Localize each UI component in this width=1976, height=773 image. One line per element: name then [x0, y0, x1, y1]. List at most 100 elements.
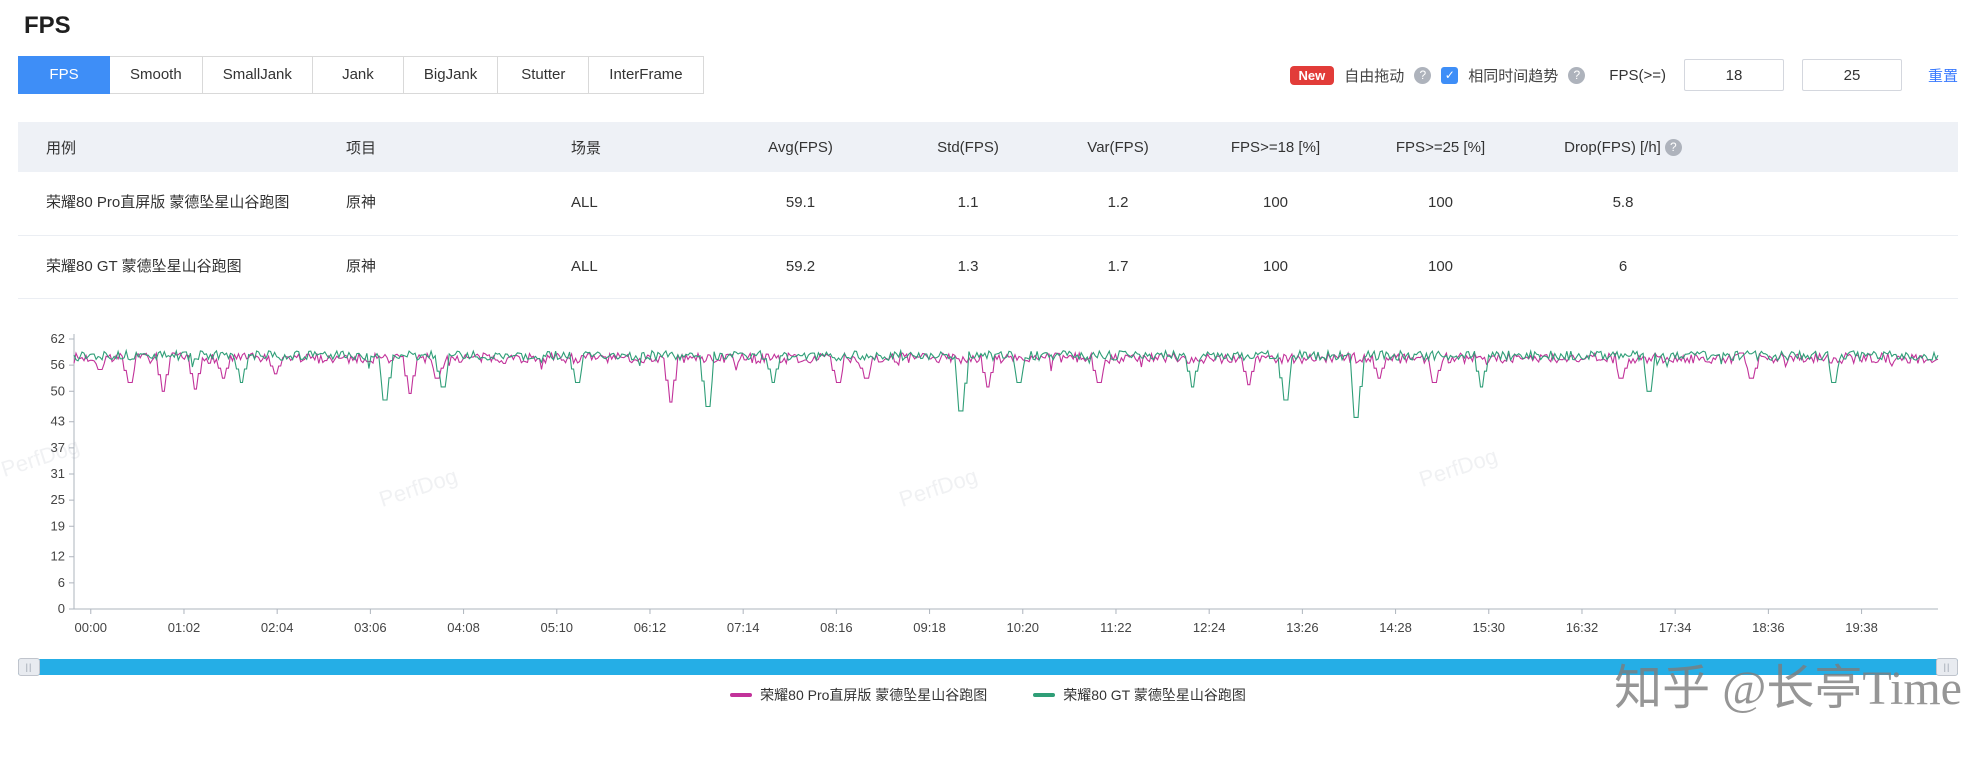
cell-usecase: 荣耀80 Pro直屏版 蒙德坠星山谷跑图 — [18, 172, 318, 236]
svg-text:31: 31 — [51, 466, 65, 481]
svg-text:12: 12 — [51, 549, 65, 564]
new-badge: New — [1289, 65, 1335, 85]
chart-controls: New 自由拖动 ? ✓ 相同时间趋势 ? FPS(>=) 重置 — [1289, 59, 1958, 91]
svg-text:12:24: 12:24 — [1193, 620, 1226, 635]
cell-usecase: 荣耀80 GT 蒙德坠星山谷跑图 — [18, 235, 318, 299]
tab-stutter[interactable]: Stutter — [497, 56, 590, 94]
cell-scene: ALL — [543, 235, 708, 299]
cell-spacer — [1723, 172, 1958, 236]
cell-project: 原神 — [318, 172, 543, 236]
cell-fps25: 100 — [1358, 235, 1523, 299]
col-header-drop-label: Drop(FPS) [/h] — [1564, 138, 1661, 156]
drop-fps-help-icon[interactable]: ? — [1664, 138, 1682, 156]
legend-item[interactable]: 荣耀80 Pro直屏版 蒙德坠星山谷跑图 — [730, 685, 987, 705]
cell-fps25: 100 — [1358, 172, 1523, 236]
metric-tabs: FPS Smooth SmallJank Jank BigJank Stutte… — [18, 56, 704, 94]
free-drag-help-icon[interactable]: ? — [1414, 66, 1432, 84]
svg-text:37: 37 — [51, 440, 65, 455]
fps-threshold-label: FPS(>=) — [1609, 66, 1666, 84]
svg-text:11:22: 11:22 — [1100, 620, 1132, 635]
col-header-spacer — [1723, 122, 1958, 172]
fps-report-page: FPS FPS Smooth SmallJank Jank BigJank St… — [0, 12, 1962, 715]
svg-text:00:00: 00:00 — [75, 620, 108, 635]
svg-text:08:16: 08:16 — [820, 620, 853, 635]
svg-text:14:28: 14:28 — [1379, 620, 1412, 635]
svg-text:43: 43 — [51, 414, 65, 429]
tab-smooth[interactable]: Smooth — [109, 56, 203, 94]
cell-spacer — [1723, 235, 1958, 299]
fps-min-input[interactable] — [1683, 59, 1784, 91]
svg-text:06:12: 06:12 — [634, 620, 667, 635]
stats-table: 用例 项目 场景 Avg(FPS) Std(FPS) Var(FPS) FPS>… — [18, 122, 1958, 299]
svg-text:19: 19 — [51, 518, 65, 533]
tab-smalljank[interactable]: SmallJank — [201, 56, 313, 94]
toolbar: FPS Smooth SmallJank Jank BigJank Stutte… — [18, 56, 1958, 94]
svg-text:18:36: 18:36 — [1752, 620, 1785, 635]
cell-var: 1.2 — [1043, 172, 1193, 236]
tab-jank[interactable]: Jank — [311, 56, 404, 94]
svg-text:50: 50 — [51, 383, 65, 398]
svg-text:19:38: 19:38 — [1845, 620, 1878, 635]
same-time-trend-label: 相同时间趋势 — [1468, 67, 1559, 85]
same-time-trend-checkbox[interactable]: ✓ — [1441, 66, 1459, 84]
reset-button[interactable]: 重置 — [1927, 67, 1958, 85]
svg-text:09:18: 09:18 — [913, 620, 946, 635]
col-header-std: Std(FPS) — [893, 122, 1043, 172]
svg-text:56: 56 — [51, 357, 65, 372]
fps-chart-svg[interactable]: 62 56 50 43 37 31 25 19 12 6 0 00:00 01:02 02:04 03:06… — [18, 325, 1958, 655]
legend-label: 荣耀80 Pro直屏版 蒙德坠星山谷跑图 — [760, 687, 988, 703]
svg-text:6: 6 — [58, 575, 65, 590]
cell-drop: 5.8 — [1523, 172, 1723, 236]
col-header-project: 项目 — [318, 122, 543, 172]
tab-bigjank[interactable]: BigJank — [402, 56, 499, 94]
svg-text:15:30: 15:30 — [1473, 620, 1506, 635]
svg-text:05:10: 05:10 — [541, 620, 574, 635]
col-header-fps18: FPS>=18 [%] — [1193, 122, 1358, 172]
legend-label: 荣耀80 GT 蒙德坠星山谷跑图 — [1063, 687, 1246, 703]
svg-text:25: 25 — [51, 492, 65, 507]
table-header-row: 用例 项目 场景 Avg(FPS) Std(FPS) Var(FPS) FPS>… — [18, 122, 1958, 172]
fps-trend-chart[interactable]: 62 56 50 43 37 31 25 19 12 6 0 00:00 01:02 02:04 03:06… — [0, 325, 1958, 655]
free-drag-label: 自由拖动 — [1344, 67, 1405, 85]
cell-drop: 6 — [1523, 235, 1723, 299]
col-header-var: Var(FPS) — [1043, 122, 1193, 172]
col-header-fps25: FPS>=25 [%] — [1358, 122, 1523, 172]
svg-text:13:26: 13:26 — [1286, 620, 1319, 635]
legend-swatch-green — [1033, 693, 1056, 697]
svg-text:62: 62 — [51, 331, 65, 346]
legend-swatch-pink — [730, 693, 753, 697]
col-header-usecase: 用例 — [18, 122, 318, 172]
svg-text:03:06: 03:06 — [354, 620, 387, 635]
table-row: 荣耀80 Pro直屏版 蒙德坠星山谷跑图 原神 ALL 59.1 1.1 1.2… — [18, 172, 1958, 236]
legend-item[interactable]: 荣耀80 GT 蒙德坠星山谷跑图 — [1033, 685, 1246, 705]
svg-text:02:04: 02:04 — [261, 620, 294, 635]
fps-max-input[interactable] — [1801, 59, 1902, 91]
col-header-avg: Avg(FPS) — [708, 122, 893, 172]
cell-var: 1.7 — [1043, 235, 1193, 299]
svg-text:0: 0 — [58, 601, 65, 616]
page-title: FPS — [24, 12, 71, 39]
svg-text:04:08: 04:08 — [447, 620, 480, 635]
tab-interframe[interactable]: InterFrame — [588, 56, 704, 94]
range-handle-right[interactable]: || — [1936, 658, 1958, 676]
cell-fps18: 100 — [1193, 172, 1358, 236]
svg-text:07:14: 07:14 — [727, 620, 760, 635]
cell-std: 1.1 — [893, 172, 1043, 236]
cell-scene: ALL — [543, 172, 708, 236]
cell-avg: 59.1 — [708, 172, 893, 236]
svg-text:17:34: 17:34 — [1659, 620, 1692, 635]
svg-text:10:20: 10:20 — [1007, 620, 1040, 635]
chart-range-scrollbar[interactable]: || || — [18, 658, 1958, 676]
cell-std: 1.3 — [893, 235, 1043, 299]
same-time-trend-help-icon[interactable]: ? — [1568, 66, 1586, 84]
cell-avg: 59.2 — [708, 235, 893, 299]
svg-text:16:32: 16:32 — [1566, 620, 1599, 635]
range-handle-left[interactable]: || — [18, 658, 40, 676]
tab-fps[interactable]: FPS — [18, 56, 110, 94]
col-header-scene: 场景 — [543, 122, 708, 172]
cell-project: 原神 — [318, 235, 543, 299]
svg-text:01:02: 01:02 — [168, 620, 201, 635]
col-header-drop: Drop(FPS) [/h] ? — [1523, 122, 1723, 172]
table-row: 荣耀80 GT 蒙德坠星山谷跑图 原神 ALL 59.2 1.3 1.7 100… — [18, 235, 1958, 299]
chart-legend: 荣耀80 Pro直屏版 蒙德坠星山谷跑图 荣耀80 GT 蒙德坠星山谷跑图 — [18, 685, 1958, 705]
